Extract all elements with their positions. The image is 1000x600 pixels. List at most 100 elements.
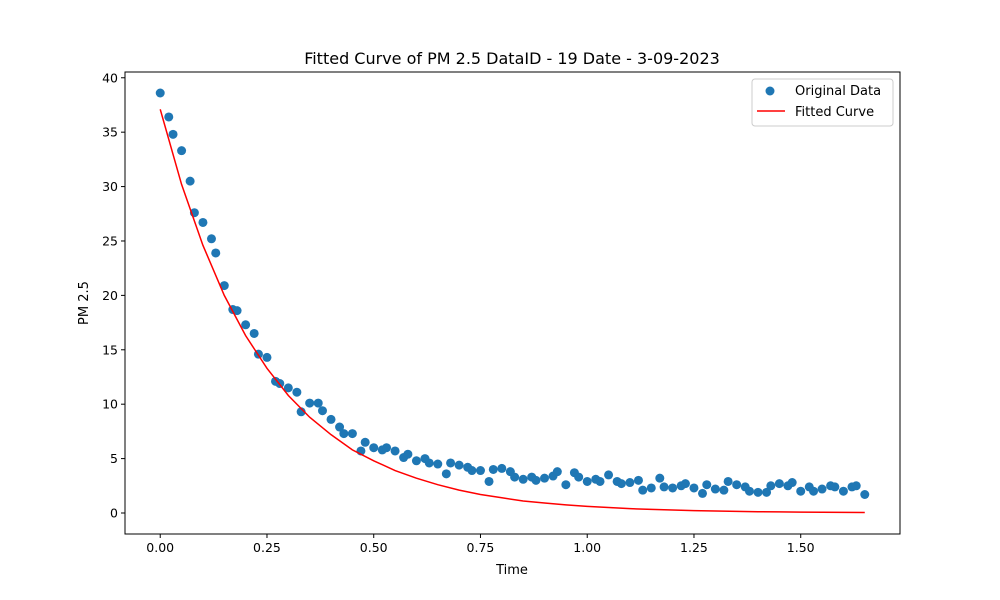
data-point bbox=[241, 320, 251, 330]
data-point bbox=[787, 478, 797, 488]
data-point bbox=[292, 387, 302, 397]
data-point bbox=[702, 480, 712, 490]
x-tick-label: 0.25 bbox=[253, 540, 281, 555]
data-point bbox=[185, 176, 195, 186]
legend-label-original-data: Original Data bbox=[795, 84, 881, 99]
data-point bbox=[817, 484, 827, 494]
data-point bbox=[766, 481, 776, 491]
data-point bbox=[646, 483, 656, 493]
x-tick-label: 0.50 bbox=[360, 540, 388, 555]
plot-area bbox=[155, 88, 870, 514]
data-point bbox=[206, 234, 216, 244]
y-tick-label: 10 bbox=[102, 397, 118, 412]
data-point bbox=[668, 483, 678, 493]
y-axis-ticks: 0 5 10 15 20 25 30 35 40 bbox=[102, 70, 125, 521]
data-point bbox=[335, 422, 345, 432]
x-axis-ticks: 0.00 0.25 0.50 0.75 1.00 1.25 1.50 bbox=[146, 534, 815, 555]
data-point bbox=[467, 466, 477, 476]
data-point bbox=[595, 476, 605, 486]
data-point bbox=[155, 88, 165, 98]
data-point bbox=[360, 437, 370, 447]
data-point bbox=[177, 146, 187, 156]
data-point bbox=[830, 482, 840, 492]
data-point bbox=[454, 460, 464, 470]
y-tick-label: 0 bbox=[110, 506, 118, 521]
y-tick-label: 15 bbox=[102, 342, 118, 357]
data-point bbox=[604, 470, 614, 480]
data-point bbox=[347, 429, 357, 439]
data-point bbox=[561, 480, 571, 490]
data-point bbox=[484, 476, 494, 486]
data-point bbox=[305, 398, 315, 408]
data-point bbox=[369, 443, 379, 453]
legend-box bbox=[751, 78, 894, 127]
data-point bbox=[262, 352, 272, 362]
data-point bbox=[796, 486, 806, 496]
data-point bbox=[211, 248, 221, 258]
data-point bbox=[680, 479, 690, 489]
data-point bbox=[198, 217, 208, 227]
data-point bbox=[488, 464, 498, 474]
data-point bbox=[390, 446, 400, 456]
data-point bbox=[531, 475, 541, 485]
data-point bbox=[698, 488, 708, 498]
fitted-curve-line bbox=[159, 109, 865, 514]
data-point bbox=[552, 467, 562, 477]
data-point bbox=[689, 483, 699, 493]
y-tick-label: 30 bbox=[102, 179, 118, 194]
data-point bbox=[296, 407, 306, 417]
y-tick-label: 20 bbox=[102, 288, 118, 303]
data-point bbox=[753, 487, 763, 497]
chart-title: Fitted Curve of PM 2.5 DataID - 19 Date … bbox=[304, 49, 720, 68]
data-point bbox=[774, 479, 784, 489]
plot-frame bbox=[124, 71, 901, 535]
data-point bbox=[625, 478, 635, 488]
x-tick-label: 0.00 bbox=[146, 540, 174, 555]
x-axis-label: Time bbox=[495, 563, 528, 578]
data-point bbox=[317, 406, 327, 416]
data-point bbox=[339, 429, 349, 439]
data-point bbox=[659, 482, 669, 492]
data-point bbox=[424, 458, 434, 468]
x-tick-label: 1.25 bbox=[680, 540, 708, 555]
x-tick-label: 0.75 bbox=[467, 540, 495, 555]
y-axis-label: PM 2.5 bbox=[77, 281, 92, 325]
data-point bbox=[326, 414, 336, 424]
data-point bbox=[582, 476, 592, 486]
legend-label-fitted-curve: Fitted Curve bbox=[795, 105, 874, 120]
data-point bbox=[732, 480, 742, 490]
y-tick-label: 5 bbox=[110, 451, 118, 466]
data-point bbox=[446, 458, 456, 468]
y-tick-label: 35 bbox=[102, 125, 118, 140]
x-tick-label: 1.50 bbox=[787, 540, 815, 555]
x-tick-label: 1.00 bbox=[573, 540, 601, 555]
data-point bbox=[633, 475, 643, 485]
data-point bbox=[574, 472, 584, 482]
data-point bbox=[851, 481, 861, 491]
data-point bbox=[168, 129, 178, 139]
data-point bbox=[433, 459, 443, 469]
data-point bbox=[219, 281, 229, 291]
data-point bbox=[232, 306, 242, 316]
data-point bbox=[475, 466, 485, 476]
y-tick-label: 40 bbox=[102, 70, 118, 85]
data-point bbox=[497, 463, 507, 473]
y-tick-label: 25 bbox=[102, 233, 118, 248]
data-point bbox=[723, 476, 733, 486]
data-point bbox=[710, 484, 720, 494]
data-point bbox=[762, 487, 772, 497]
data-point bbox=[809, 486, 819, 496]
data-point bbox=[411, 456, 421, 466]
data-point bbox=[382, 443, 392, 453]
data-point bbox=[616, 479, 626, 489]
data-point bbox=[313, 398, 323, 408]
data-point bbox=[518, 474, 528, 484]
data-point bbox=[838, 486, 848, 496]
data-point bbox=[638, 485, 648, 495]
data-point bbox=[283, 383, 293, 393]
legend: Original Data Fitted Curve bbox=[751, 78, 894, 127]
data-point bbox=[719, 485, 729, 495]
data-point bbox=[744, 486, 754, 496]
data-point bbox=[249, 328, 259, 338]
